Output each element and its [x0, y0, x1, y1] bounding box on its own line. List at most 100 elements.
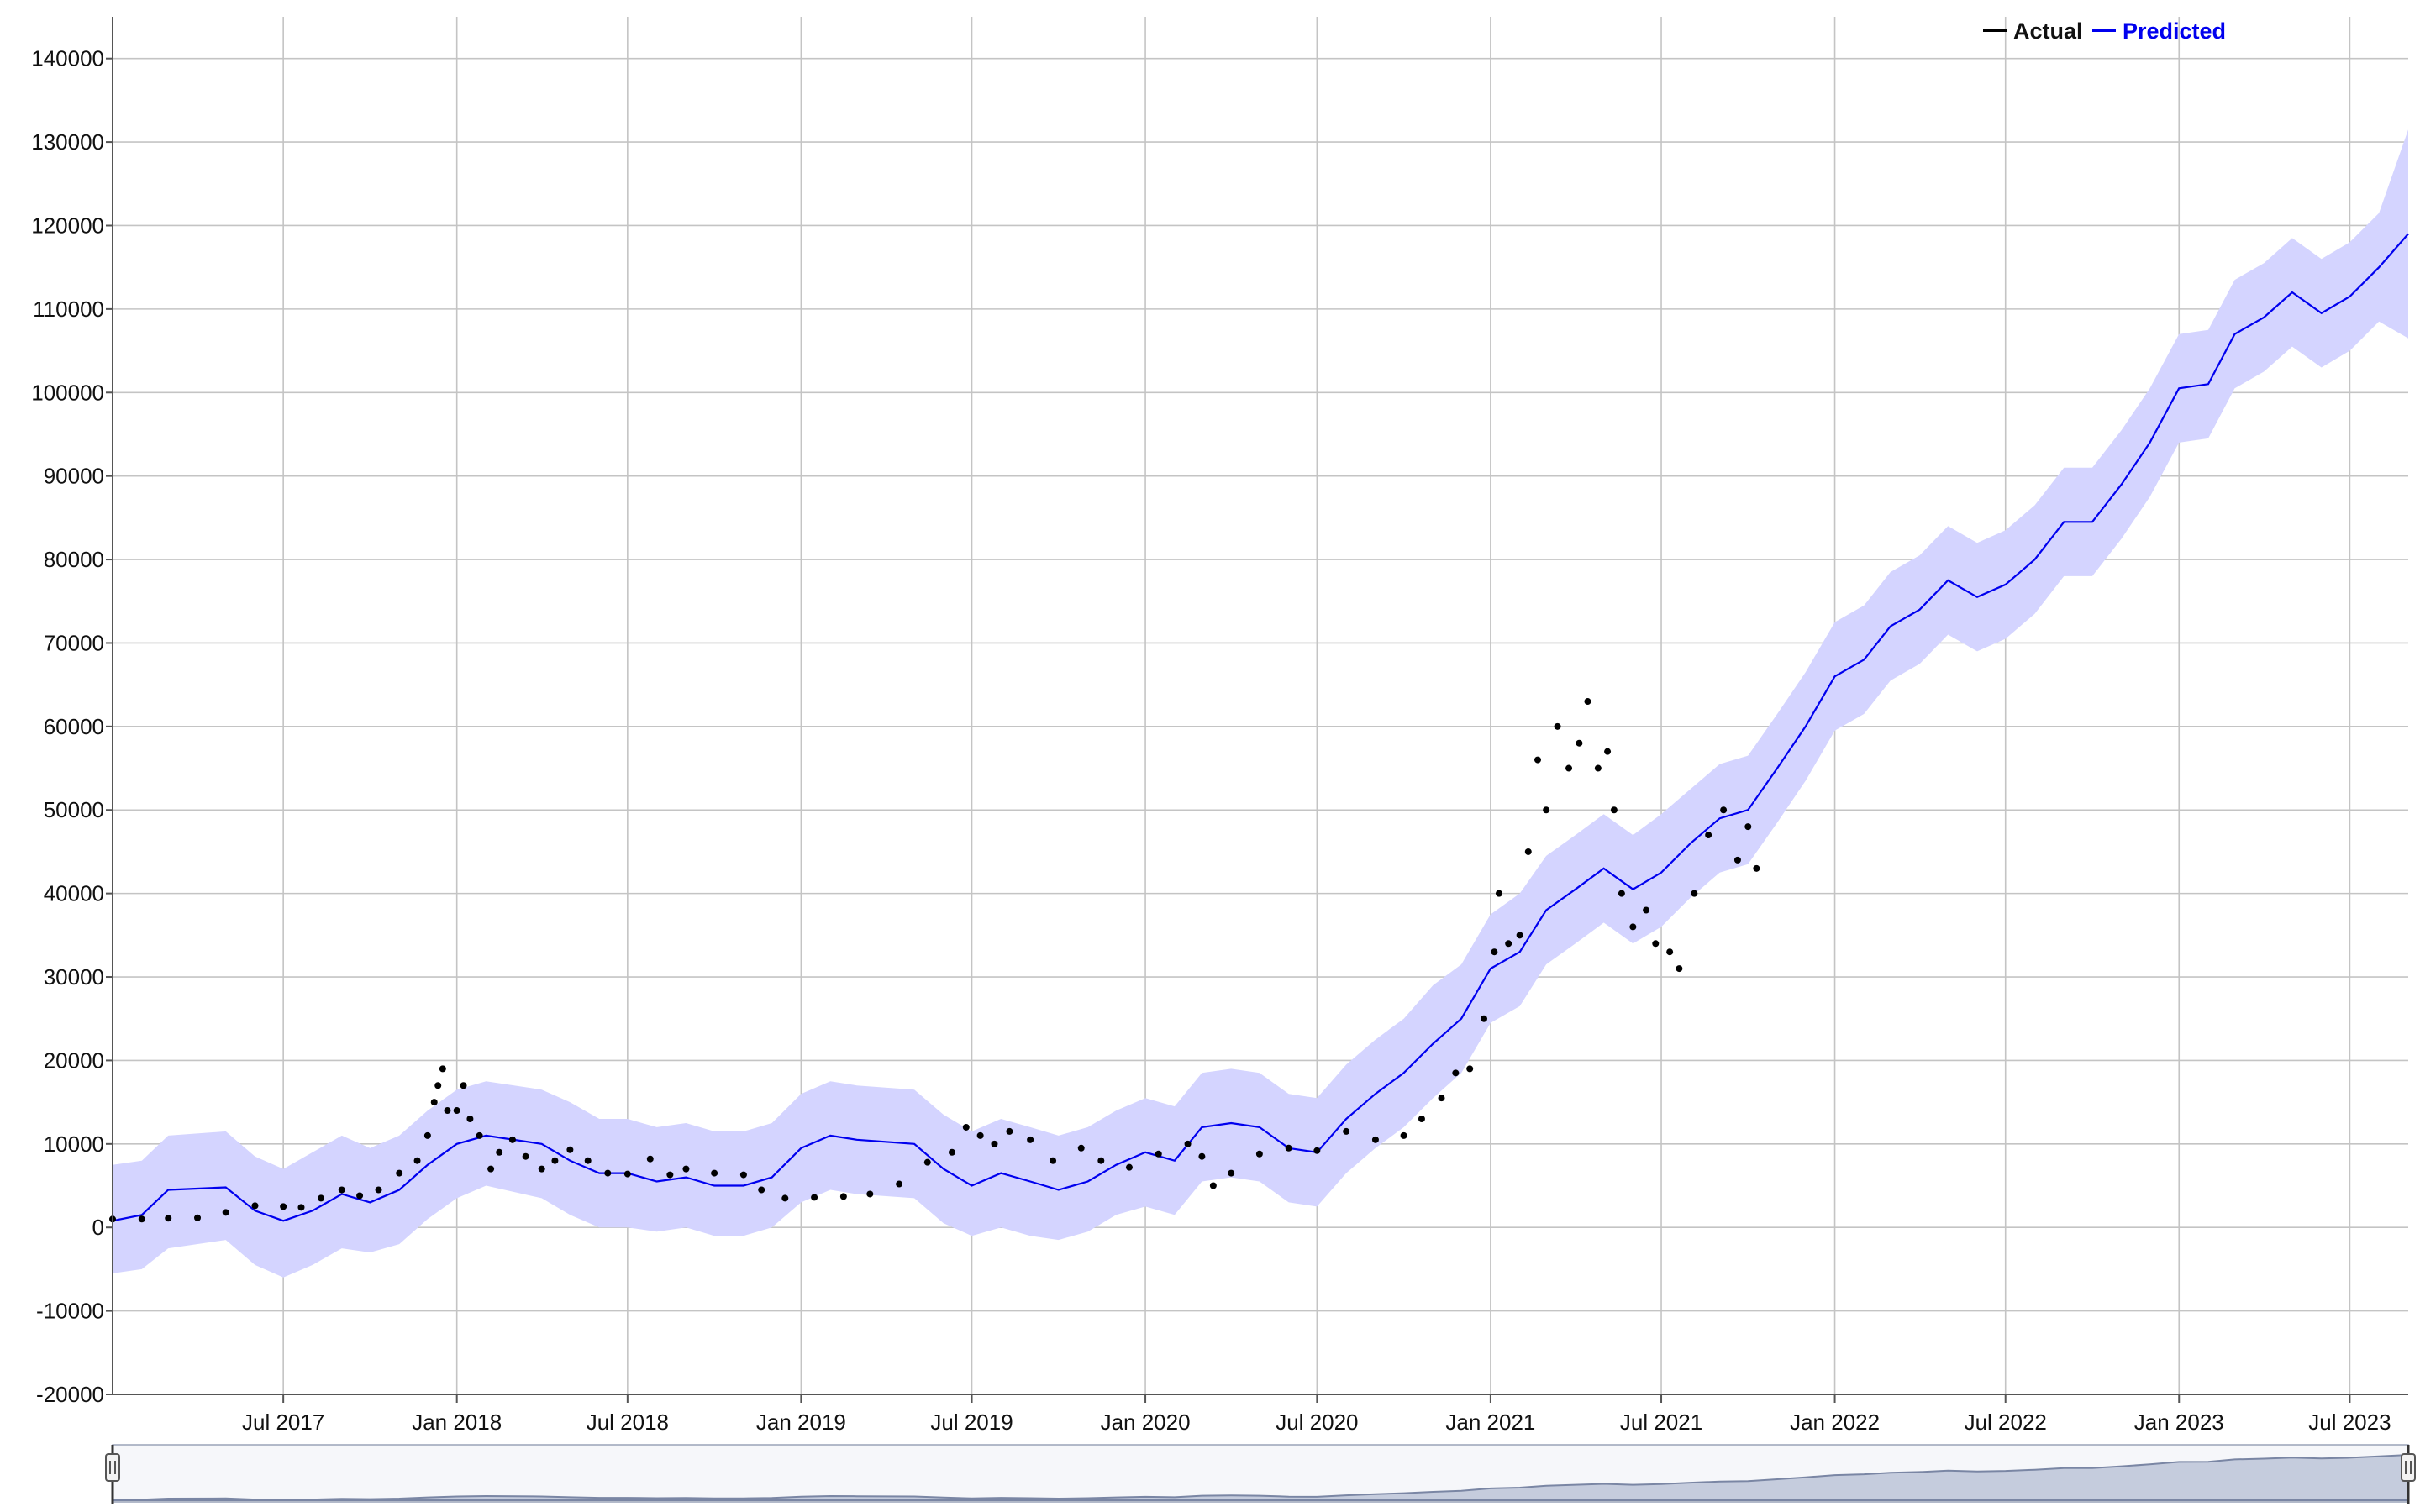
y-tick-label: 110000 [33, 297, 104, 322]
x-tick-label: Jan 2019 [756, 1410, 846, 1435]
actual-point [1643, 906, 1650, 914]
x-tick-label: Jan 2018 [412, 1410, 502, 1435]
x-axis-ticks: Jul 2017 Jan 2018 Jul 2018 Jan 2019 Jul 2019… [242, 1394, 2391, 1435]
legend-actual-label[interactable]: Actual [2013, 18, 2083, 44]
prediction-interval-band [113, 129, 2408, 1278]
predicted-series-line [112, 233, 2409, 1222]
y-tick-label: 0 [92, 1215, 104, 1240]
actual-point [566, 1146, 574, 1153]
y-tick-label: -10000 [36, 1299, 104, 1324]
x-tick-label: Jul 2022 [1965, 1410, 2047, 1435]
y-tick-label: 80000 [44, 547, 104, 572]
actual-point [811, 1194, 818, 1201]
actual-point [962, 1123, 970, 1131]
actual-point [1534, 756, 1541, 764]
actual-point [584, 1157, 592, 1164]
actual-point [1184, 1140, 1192, 1147]
x-tick-label: Jan 2022 [1790, 1410, 1880, 1435]
actual-point [1543, 806, 1550, 814]
actual-point [1077, 1144, 1085, 1152]
actual-point [138, 1215, 145, 1223]
actual-point [297, 1204, 305, 1211]
actual-point [1371, 1136, 1379, 1143]
y-tick-label: 130000 [31, 129, 104, 155]
actual-point [194, 1214, 202, 1221]
actual-point [1629, 923, 1637, 931]
y-tick-label: 100000 [31, 380, 104, 405]
x-tick-label: Jan 2021 [1445, 1410, 1535, 1435]
actual-point [165, 1215, 172, 1222]
y-tick-label: 120000 [31, 213, 104, 238]
range-navigator[interactable] [105, 1444, 2416, 1504]
actual-point [758, 1186, 765, 1194]
y-tick-label: 90000 [44, 464, 104, 489]
actual-point [604, 1169, 612, 1177]
actual-point [1652, 940, 1660, 948]
actual-point [781, 1194, 789, 1202]
actual-point [1610, 806, 1618, 814]
actual-point [1198, 1152, 1206, 1160]
actual-point [1006, 1127, 1013, 1135]
actual-point [396, 1169, 403, 1177]
actual-point [1050, 1157, 1057, 1164]
actual-point [682, 1165, 690, 1173]
actual-point [1720, 806, 1728, 814]
actual-point [839, 1193, 847, 1200]
actual-point [1753, 864, 1760, 872]
x-tick-label: Jul 2017 [242, 1410, 324, 1435]
legend-predicted-label[interactable]: Predicted [2123, 18, 2226, 44]
actual-point [739, 1171, 747, 1179]
actual-point [424, 1131, 431, 1139]
x-tick-label: Jul 2021 [1620, 1410, 1702, 1435]
actual-point [1618, 890, 1625, 897]
actual-point [1343, 1127, 1350, 1135]
navigator-left-handle[interactable] [105, 1453, 120, 1482]
actual-point [538, 1165, 545, 1173]
actual-point [1576, 739, 1583, 747]
actual-point [1418, 1116, 1425, 1122]
actual-point [434, 1082, 442, 1089]
actual-point [1285, 1144, 1292, 1152]
y-tick-label: 140000 [31, 46, 104, 71]
actual-point [1676, 965, 1683, 973]
actual-point [976, 1131, 984, 1139]
actual-point [1097, 1157, 1105, 1164]
navigator-series-area [112, 1453, 2409, 1501]
navigator-right-handle[interactable] [2401, 1453, 2416, 1482]
actual-point [280, 1203, 287, 1210]
actual-point [1604, 748, 1612, 755]
actual-point [318, 1194, 325, 1202]
actual-point [522, 1152, 529, 1160]
actual-point [1255, 1150, 1263, 1158]
actual-point [896, 1180, 903, 1188]
actual-point [375, 1186, 382, 1194]
x-tick-label: Jan 2023 [2134, 1410, 2224, 1435]
actual-point [1691, 890, 1698, 897]
actual-point [1524, 848, 1532, 855]
actual-point [413, 1157, 421, 1164]
actual-point [1495, 890, 1502, 897]
actual-point [1705, 832, 1712, 839]
y-tick-label: 50000 [44, 797, 104, 822]
actual-point [711, 1169, 718, 1177]
y-axis-ticks: 140000 130000 120000 110000 100000 90000 80000… [31, 46, 113, 1407]
y-tick-label: 40000 [44, 881, 104, 906]
actual-point [1466, 1065, 1474, 1073]
x-tick-label: Jul 2018 [587, 1410, 669, 1435]
x-tick-label: Jul 2023 [2308, 1410, 2391, 1435]
actual-point [1565, 764, 1573, 772]
actual-point [866, 1190, 874, 1198]
y-tick-label: 20000 [44, 1047, 104, 1073]
actual-point [356, 1192, 364, 1200]
actual-point [666, 1171, 674, 1179]
x-tick-label: Jul 2019 [930, 1410, 1013, 1435]
x-tick-label: Jan 2020 [1101, 1410, 1191, 1435]
y-tick-label: 60000 [44, 714, 104, 739]
actual-point [1594, 764, 1602, 772]
actual-point [1400, 1131, 1407, 1139]
actual-point [646, 1155, 654, 1163]
actual-series-points [109, 698, 1760, 1223]
actual-point [1155, 1150, 1162, 1158]
